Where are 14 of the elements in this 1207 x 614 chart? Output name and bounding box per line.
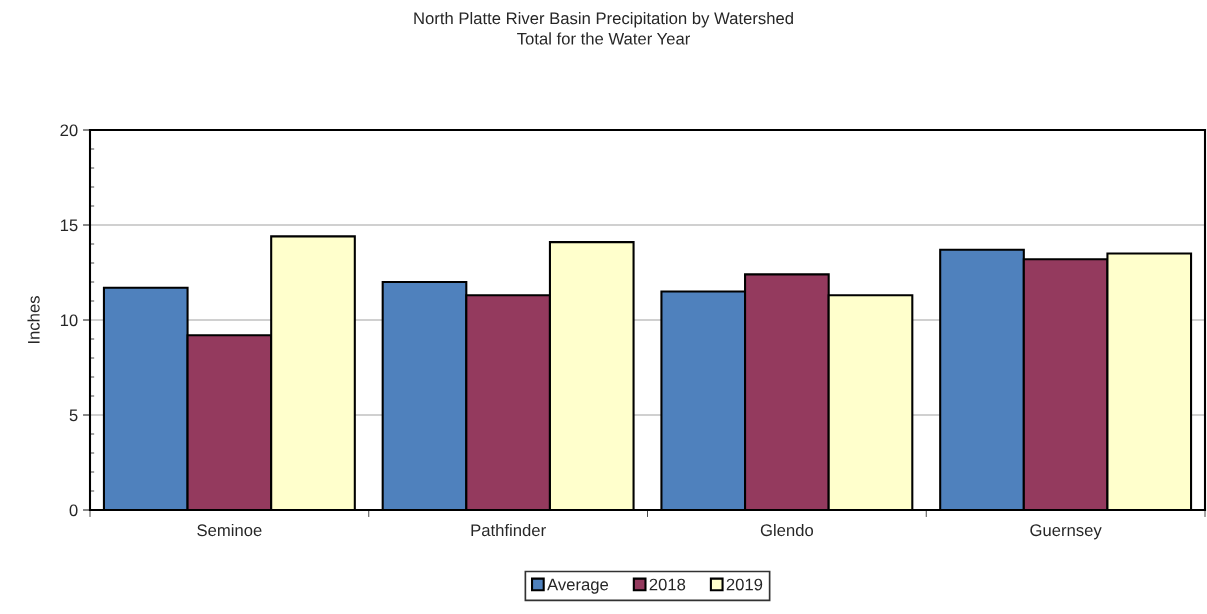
- x-tick-label: Glendo: [760, 523, 814, 537]
- y-axis-title: Inches: [27, 296, 40, 344]
- y-tick-label: 0: [69, 504, 78, 517]
- x-tick-label: Pathfinder: [471, 523, 546, 537]
- legend-label: 2019: [726, 578, 763, 591]
- y-tick-label: 20: [60, 124, 78, 137]
- chart-title: North Platte River Basin Precipitation by Watershed Total for the Water Year: [414, 12, 793, 45]
- x-tick-label: Seminoe: [197, 523, 262, 537]
- legend-label: 2018: [649, 578, 686, 591]
- y-tick-label: 5: [69, 409, 78, 422]
- x-tick-label: Guernsey: [1030, 524, 1102, 540]
- y-tick-label: 10: [60, 314, 78, 327]
- legend-label: Average: [547, 578, 609, 594]
- y-tick-label: 15: [60, 219, 78, 232]
